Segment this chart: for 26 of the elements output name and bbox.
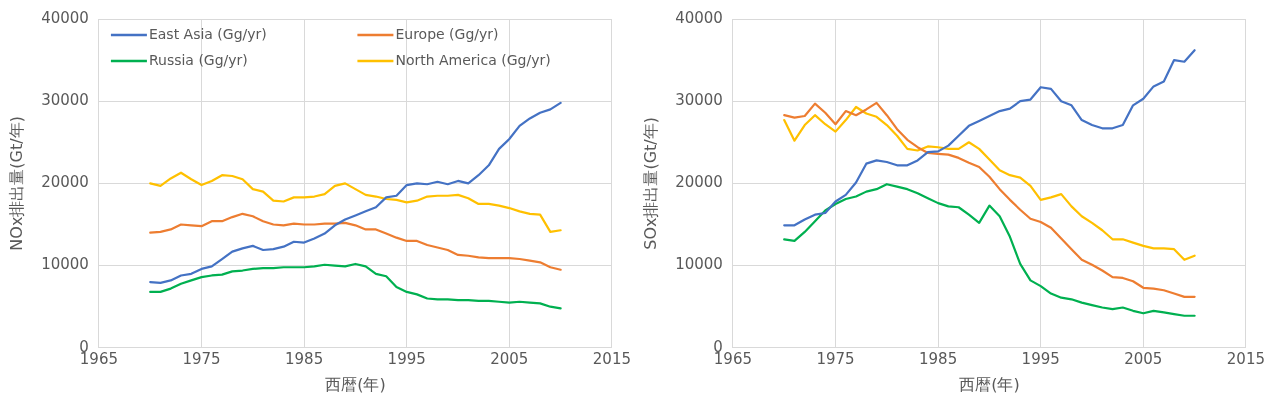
y-tick-label: 40000: [41, 8, 89, 27]
y-tick-label: 10000: [41, 255, 89, 274]
x-tick-label: 2015: [1226, 349, 1266, 368]
x-tick-label: 1975: [182, 349, 221, 368]
legend-label: North America (Gg/yr): [395, 51, 551, 68]
x-tick-label: 1995: [1021, 349, 1060, 368]
x-axis-title: 西暦(年): [325, 374, 386, 394]
y-tick-label: 20000: [675, 173, 723, 192]
y-tick-label: 10000: [675, 255, 723, 274]
legend-label: Russia (Gg/yr): [148, 51, 248, 68]
y-axis-title: NOx排出量(Gt/年): [6, 116, 26, 251]
x-tick-label: 2005: [490, 349, 529, 368]
y-tick-label: 30000: [41, 91, 89, 110]
y-tick-label: 40000: [675, 8, 723, 27]
y-tick-label: 30000: [675, 91, 723, 110]
x-tick-label: 2005: [1124, 349, 1163, 368]
x-tick-label: 2015: [592, 349, 632, 368]
x-tick-label: 1995: [387, 349, 426, 368]
x-tick-label: 1985: [919, 349, 958, 368]
x-tick-label: 1985: [285, 349, 324, 368]
x-axis-title: 西暦(年): [959, 374, 1020, 394]
legend-label: Europe (Gg/yr): [395, 25, 499, 42]
legend-label: East Asia (Gg/yr): [148, 25, 267, 42]
x-tick-label: 1975: [816, 349, 855, 368]
y-axis-title: SOx排出量(Gt/年): [640, 117, 660, 250]
y-tick-label: 20000: [41, 173, 89, 192]
